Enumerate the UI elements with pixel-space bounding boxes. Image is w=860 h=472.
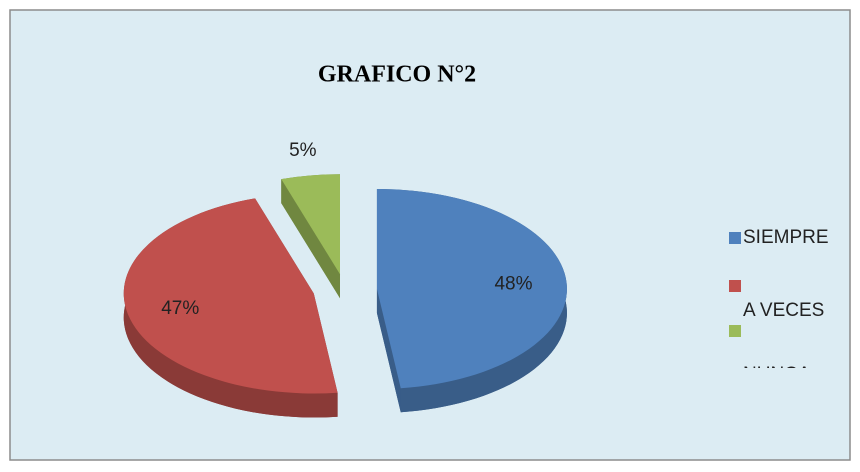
legend-marker [729,232,741,244]
pie: 48% 47% 5% [123,140,567,418]
legend-label: NUNCA [743,364,811,385]
legend-label: SIEMPRE [743,227,829,248]
slice [123,198,338,394]
data-label: 5% [289,140,317,161]
slice [376,188,567,389]
slice-side [123,198,338,418]
data-label: 47% [161,298,199,319]
slice-side [376,288,401,413]
data-label: 48% [494,273,532,294]
slice-side [281,179,340,299]
slice [281,174,340,275]
legend-marker [729,280,741,292]
chart-title: GRAFICO N°2 [318,62,476,88]
legend-label: A VECES [743,300,824,321]
legend-marker [729,325,741,337]
legend: SIEMPRE A VECES NUNCA [729,227,829,385]
